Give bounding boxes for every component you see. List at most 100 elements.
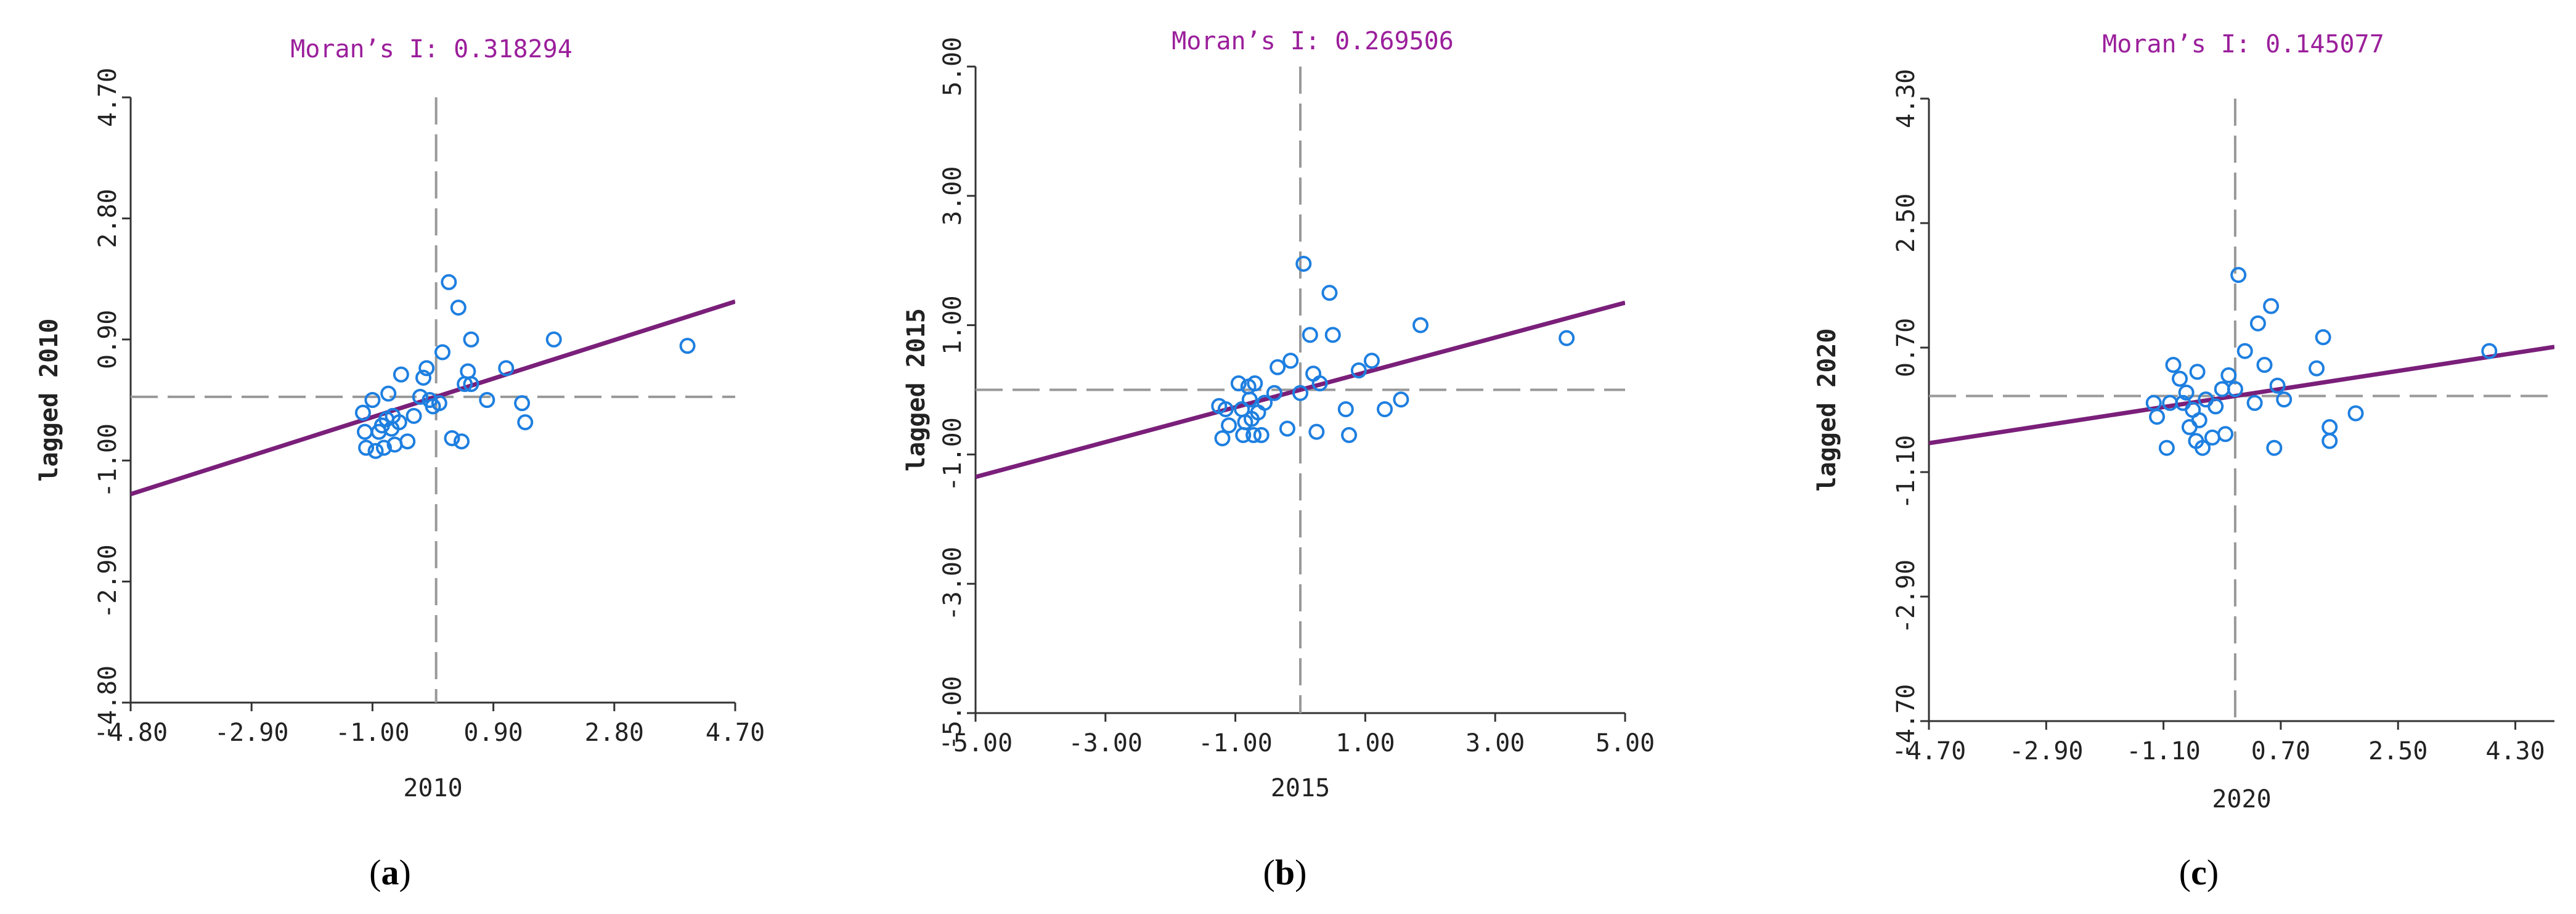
data-point <box>391 414 407 431</box>
y-tick-label: -4.80 <box>94 666 122 740</box>
data-point <box>2256 357 2273 373</box>
y-tick-label: -1.00 <box>94 423 122 497</box>
panel-c: -4.70 -2.90 -1.10 0.70 2.50 4.30 -4.70 -2.90 -1.… <box>1813 30 2554 892</box>
x-tick-label: 1.00 <box>1335 729 1395 757</box>
x-tick-label: -5.00 <box>939 729 1013 757</box>
data-point <box>2230 267 2247 284</box>
data-point <box>431 395 447 412</box>
y-tick-label: -4.70 <box>1892 684 1920 758</box>
data-point <box>517 414 534 431</box>
data-point <box>399 433 416 450</box>
data-point <box>415 369 432 386</box>
y-axis-label: lagged 2010 <box>35 319 63 482</box>
panel-b: -5.00 -3.00 -1.00 1.00 3.00 5.00 -5.00 -3.00 -1.… <box>902 27 1655 892</box>
y-tick-label: -3.00 <box>939 547 967 621</box>
data-point <box>1337 401 1354 417</box>
data-point <box>1257 394 1273 411</box>
chart-title: Moran’s I: 0.318294 <box>290 35 573 63</box>
x-tick-label: 4.70 <box>706 719 765 747</box>
y-tick-label: 4.70 <box>94 68 122 127</box>
x-tick-label: -3.00 <box>1069 729 1143 757</box>
chart-title: Moran’s I: 0.145077 <box>2102 30 2384 59</box>
data-point <box>1559 330 1575 346</box>
x-tick-label: 4.30 <box>2485 737 2545 765</box>
x-tick-label: 2.80 <box>585 719 644 747</box>
data-point <box>1302 327 1318 343</box>
y-tick-label: 4.30 <box>1892 69 1920 128</box>
data-point <box>1292 385 1308 401</box>
x-tick-label: -2.90 <box>2009 737 2083 765</box>
data-point <box>1377 401 1393 417</box>
x-tick-label: 3.00 <box>1465 729 1525 757</box>
y-tick-label: 0.90 <box>94 310 122 369</box>
y-tick-label: 2.80 <box>94 189 122 248</box>
data-point <box>364 392 381 408</box>
x-tick-label: -4.70 <box>1892 737 1966 765</box>
data-point <box>2321 433 2338 449</box>
data-point <box>1279 420 1295 437</box>
data-point <box>2207 398 2224 415</box>
data-point <box>679 338 696 354</box>
x-tick-label: 0.90 <box>463 719 523 747</box>
data-point <box>1350 362 1367 379</box>
x-tick-label: -4.80 <box>94 719 168 747</box>
data-point <box>2263 298 2280 314</box>
data-point <box>2347 405 2364 422</box>
x-axis-label: 2020 <box>2212 785 2271 814</box>
data-point <box>1245 426 1262 443</box>
y-tick-label: -5.00 <box>939 676 967 750</box>
data-point <box>354 404 371 421</box>
data-point <box>367 443 384 459</box>
data-point <box>450 300 467 316</box>
data-point <box>463 331 479 348</box>
data-point <box>1270 359 1286 375</box>
x-axis-label: 2010 <box>403 774 462 802</box>
data-point <box>2227 381 2243 398</box>
panel-caption: (a) <box>369 852 411 892</box>
data-point <box>545 331 562 348</box>
y-tick-label: -1.10 <box>1892 435 1920 509</box>
y-tick-label: 1.00 <box>939 295 967 354</box>
y-tick-label: -1.00 <box>939 417 967 491</box>
data-point <box>2181 419 2198 436</box>
data-point <box>1308 423 1325 440</box>
data-point <box>2269 377 2286 394</box>
data-point <box>357 423 373 440</box>
data-point <box>375 439 392 456</box>
data-point <box>444 430 460 447</box>
y-tick-label: -2.90 <box>94 544 122 618</box>
y-tick-label: 2.50 <box>1892 194 1920 253</box>
data-point <box>498 360 515 377</box>
data-point <box>1311 375 1328 392</box>
x-tick-label: -2.90 <box>214 719 288 747</box>
data-point <box>1214 430 1231 447</box>
panel-a: -4.80 -2.90 -1.00 0.90 2.80 4.70 -4.80 -2.90 -1.… <box>35 35 765 892</box>
data-point <box>1253 426 1270 443</box>
data-point <box>2178 384 2195 401</box>
data-point <box>412 388 428 405</box>
data-point <box>453 433 470 450</box>
y-axis-label: lagged 2015 <box>902 308 931 471</box>
y-tick-label: -2.90 <box>1892 560 1920 634</box>
data-point <box>479 392 495 408</box>
y-axis-label: lagged 2020 <box>1813 328 1841 492</box>
data-point <box>2189 364 2206 380</box>
data-point <box>2214 381 2230 398</box>
data-point <box>1230 375 1247 392</box>
data-point <box>406 407 422 424</box>
data-point <box>1324 327 1341 343</box>
x-tick-label: 2.50 <box>2368 737 2427 765</box>
x-tick-label: -1.00 <box>335 719 409 747</box>
data-point <box>1295 255 1312 272</box>
data-point <box>441 274 457 290</box>
data-point <box>1341 426 1358 443</box>
data-point <box>380 385 397 402</box>
data-point <box>1247 375 1263 392</box>
x-tick-label: -1.00 <box>1198 729 1272 757</box>
data-point <box>2236 343 2253 359</box>
data-point <box>358 439 375 456</box>
data-point <box>1363 353 1380 369</box>
data-point <box>393 366 409 383</box>
panel-caption: (c) <box>2179 852 2219 892</box>
